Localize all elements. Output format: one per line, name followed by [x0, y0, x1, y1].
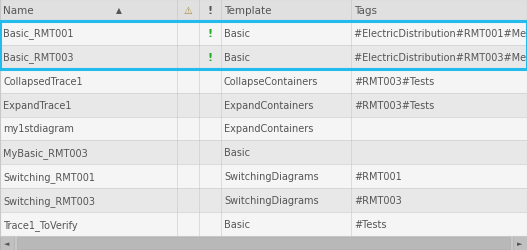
Bar [0, 46, 527, 70]
Text: Basic: Basic [224, 29, 250, 39]
Text: my1stdiagram: my1stdiagram [3, 124, 74, 134]
Bar [0, 117, 527, 141]
Text: ExpandTrace1: ExpandTrace1 [3, 100, 72, 110]
Bar [0, 188, 527, 212]
Text: ◄: ◄ [4, 240, 9, 246]
Text: Switching_RMT003: Switching_RMT003 [3, 195, 95, 206]
Text: #ElectricDistribution#RMT003#Medium Voltage: #ElectricDistribution#RMT003#Medium Volt… [354, 52, 527, 62]
Bar [0, 212, 527, 236]
Bar [0, 236, 14, 250]
Text: ExpandContainers: ExpandContainers [224, 124, 314, 134]
Bar [0, 0, 527, 22]
Bar [0, 165, 527, 188]
Text: !: ! [208, 29, 212, 39]
Text: Tags: Tags [354, 6, 377, 16]
Bar [0, 236, 527, 250]
Text: Basic: Basic [224, 52, 250, 62]
Text: ExpandContainers: ExpandContainers [224, 100, 314, 110]
Text: #RMT003#Tests: #RMT003#Tests [354, 76, 434, 86]
Text: ▲: ▲ [116, 6, 122, 16]
Text: #RMT003#Tests: #RMT003#Tests [354, 100, 434, 110]
Text: !: ! [208, 52, 212, 62]
Text: MyBasic_RMT003: MyBasic_RMT003 [3, 147, 88, 158]
Text: Basic: Basic [224, 148, 250, 158]
Text: #Tests: #Tests [354, 219, 386, 229]
Text: Basic_RMT003: Basic_RMT003 [3, 52, 73, 63]
Text: ⚠: ⚠ [183, 6, 192, 16]
Text: Basic_RMT001: Basic_RMT001 [3, 28, 73, 39]
Text: #RMT003: #RMT003 [354, 196, 402, 205]
Text: #ElectricDistribution#RMT001#Medium Voltage: #ElectricDistribution#RMT001#Medium Volt… [354, 29, 527, 39]
Text: CollapsedTrace1: CollapsedTrace1 [3, 76, 83, 86]
Text: !: ! [208, 6, 212, 16]
Text: ►: ► [518, 240, 523, 246]
Text: SwitchingDiagrams: SwitchingDiagrams [224, 172, 319, 181]
Bar [0, 141, 527, 165]
Text: Basic: Basic [224, 219, 250, 229]
Text: CollapseContainers: CollapseContainers [224, 76, 318, 86]
Bar [17, 237, 510, 249]
Text: SwitchingDiagrams: SwitchingDiagrams [224, 196, 319, 205]
Bar [513, 236, 527, 250]
Text: #RMT001: #RMT001 [354, 172, 402, 181]
Bar [0, 70, 527, 93]
Text: Trace1_ToVerify: Trace1_ToVerify [3, 219, 77, 230]
Bar [0, 93, 527, 117]
Text: Template: Template [224, 6, 271, 16]
Text: Switching_RMT001: Switching_RMT001 [3, 171, 95, 182]
Text: Name: Name [3, 6, 34, 16]
Bar [0, 22, 527, 46]
